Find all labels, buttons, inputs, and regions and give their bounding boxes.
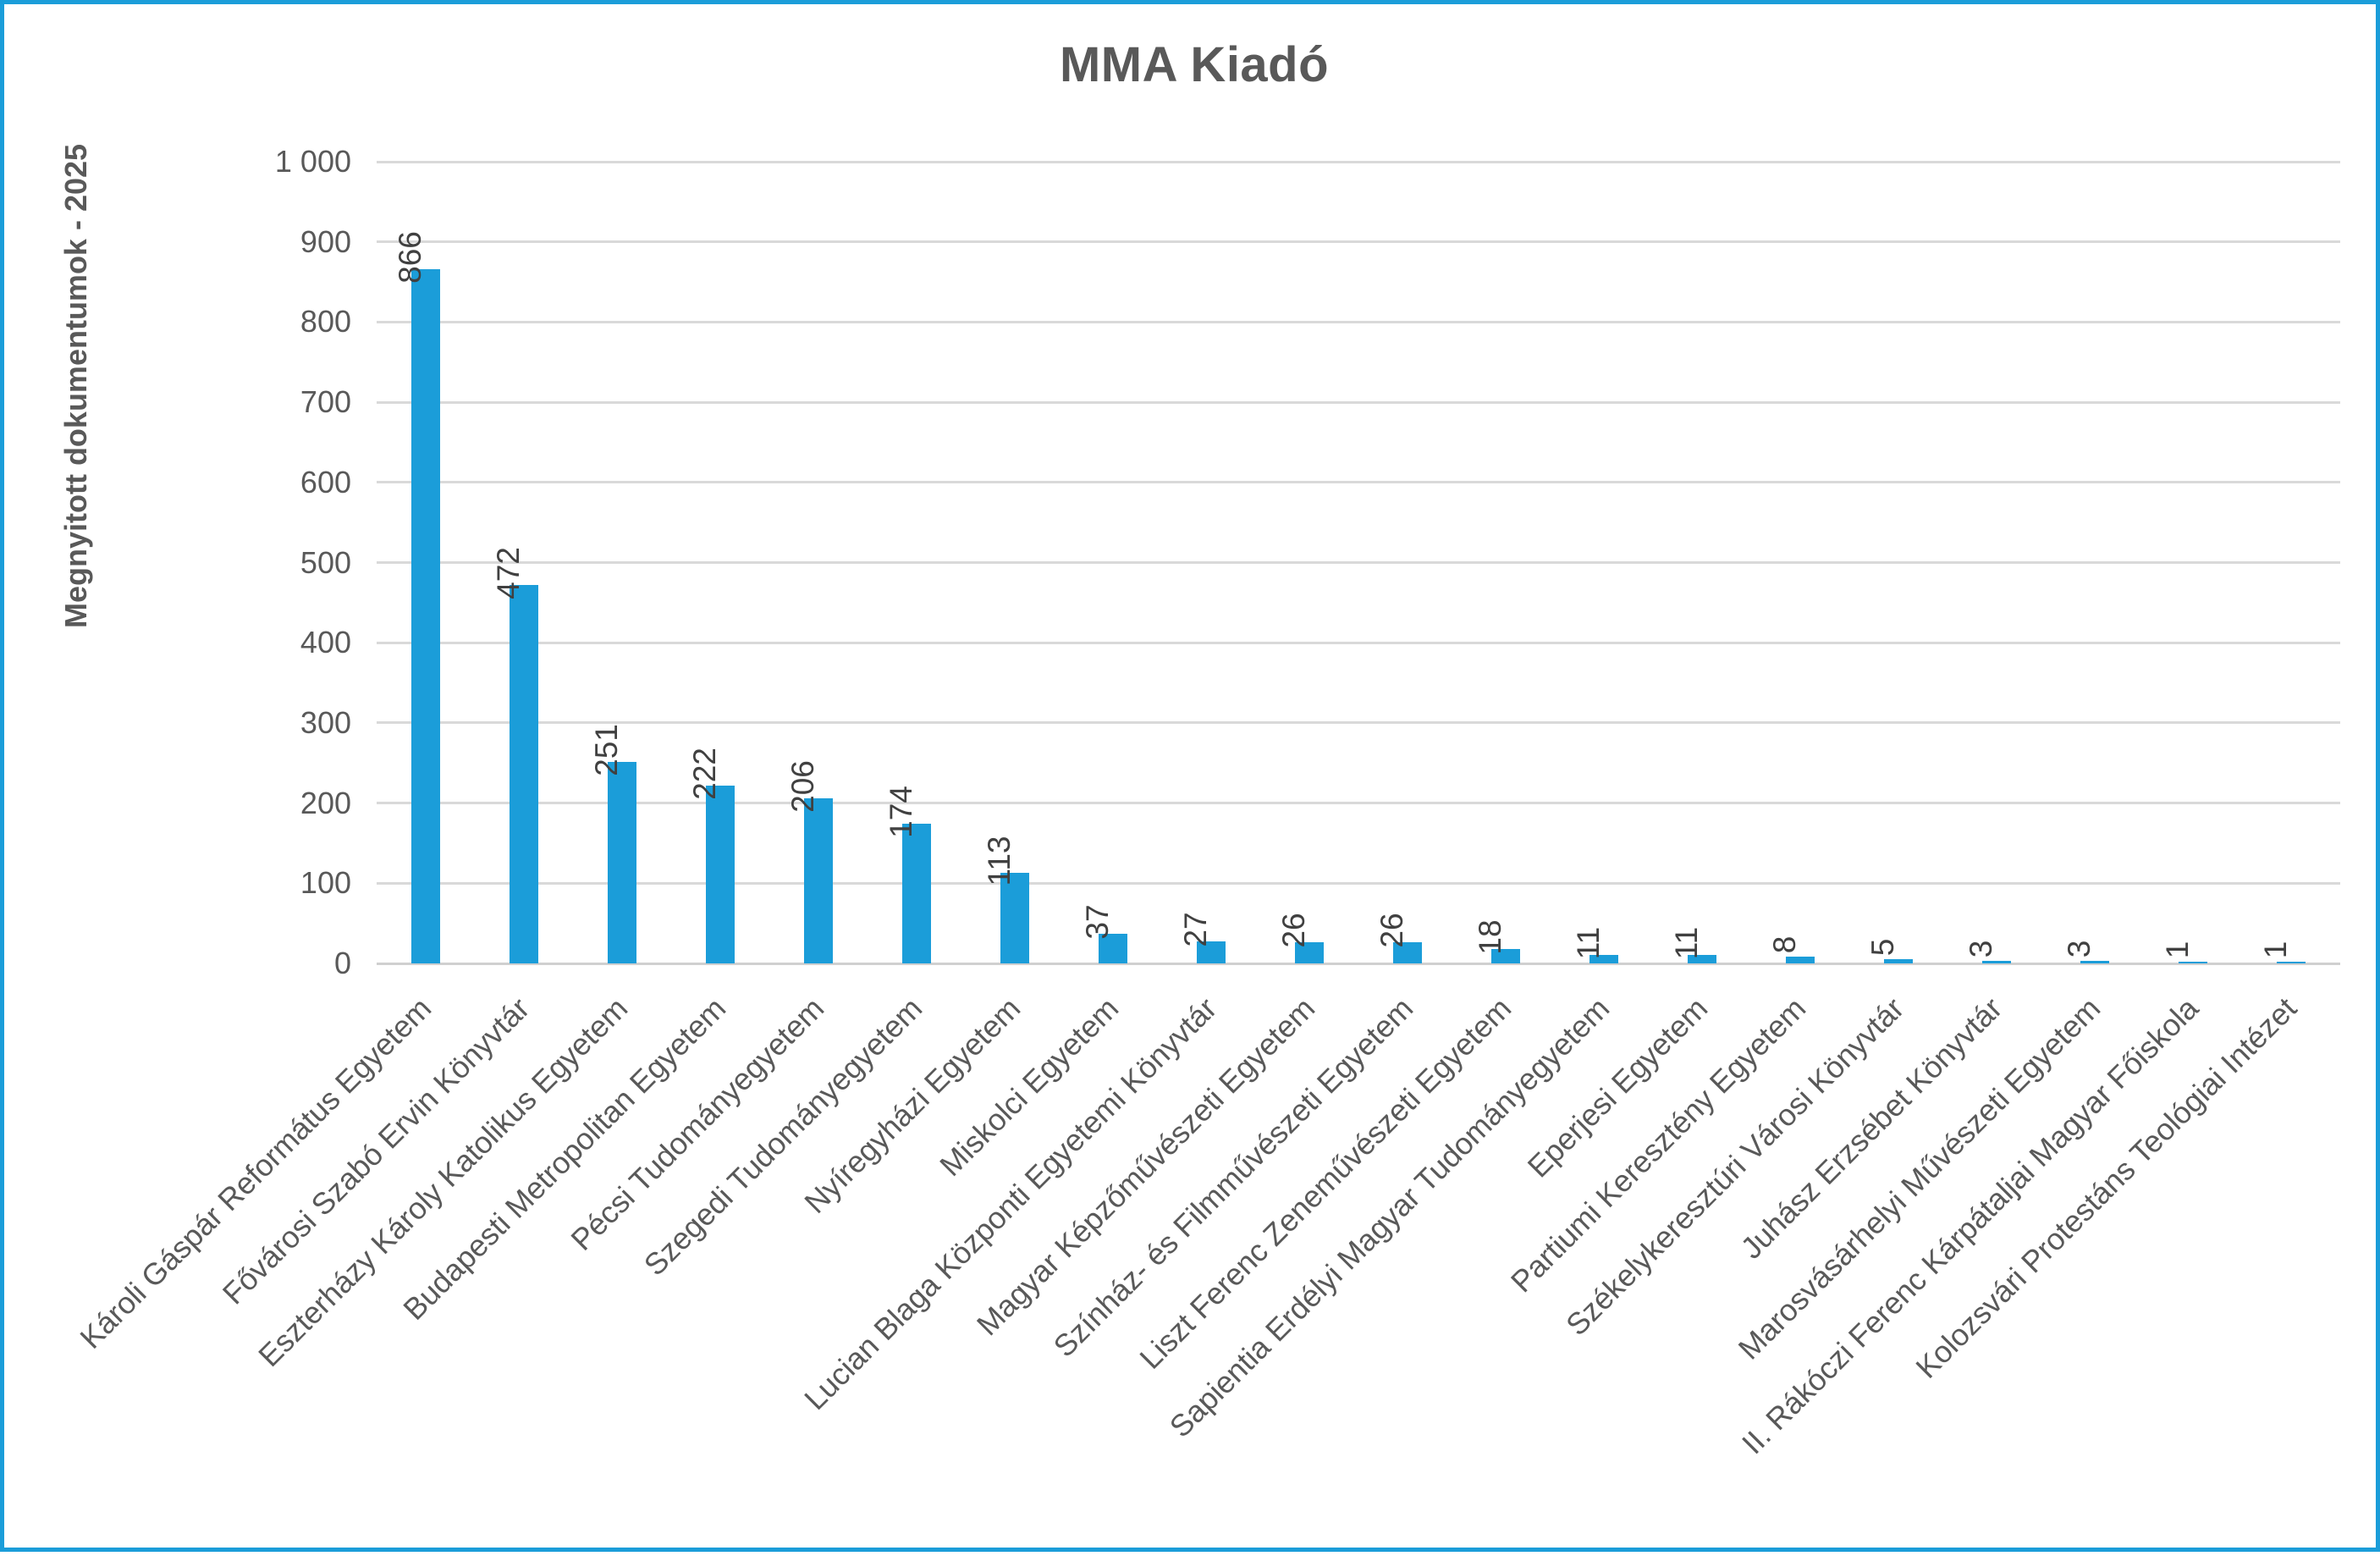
bar-value-label: 174	[884, 786, 918, 839]
bar[interactable]	[1589, 954, 1618, 963]
y-axis-tick-label: 900	[300, 223, 351, 259]
y-axis-tick-labels: 1 000 900 800 700 600 500 400 300 200 100 0	[157, 144, 351, 980]
y-axis-tick-label: 700	[300, 384, 351, 420]
bar-slot: 27	[1162, 162, 1260, 963]
bar-slot: 472	[475, 162, 573, 963]
gridline	[377, 721, 2340, 725]
y-axis-tick-label: 1 000	[274, 144, 351, 179]
gridline	[377, 881, 2340, 885]
gridline	[377, 240, 2340, 244]
y-axis-tick-label: 0	[333, 946, 351, 980]
gridline	[377, 641, 2340, 644]
bar-slot: 5	[1849, 162, 1948, 963]
y-axis-tick-label: 500	[300, 544, 351, 580]
bar-slot: 18	[1457, 162, 1555, 963]
plot-area: 866 472 251 222 206 174 113 37 27 26 26 18 11 11 8 5 3 3 1…	[377, 160, 2340, 965]
bar-value-label: 472	[491, 547, 526, 599]
bar-value-label: 113	[982, 836, 1016, 886]
bar-slot: 174	[868, 162, 966, 963]
x-axis-tick-label: II. Rákóczi Ferenc Kárpátaljai Magyar Fő…	[1734, 990, 2206, 1461]
y-axis-tick-label: 100	[300, 865, 351, 901]
x-axis-tick-label: Eszterházy Károly Katolikus Egyetem	[251, 990, 635, 1374]
bar[interactable]	[1786, 957, 1815, 963]
bar-slot: 113	[966, 162, 1064, 963]
bar[interactable]	[706, 785, 735, 963]
x-axis-tick-label: Károli Gáspár Református Egyetem	[73, 990, 438, 1355]
y-axis-tick-label: 800	[300, 304, 351, 339]
bar-value-label: 27	[1178, 912, 1213, 948]
x-axis-tick-label: Miskolci Egyetem	[933, 990, 1126, 1184]
bar-value-label: 866	[393, 231, 427, 284]
bar-slot: 206	[769, 162, 868, 963]
x-axis-tick-label: Színház- és Filmművészeti Egyetem	[1046, 990, 1420, 1364]
bar-value-label: 222	[687, 747, 722, 800]
bar-slot: 11	[1653, 162, 1751, 963]
bar-slot: 3	[2046, 162, 2144, 963]
bar[interactable]	[1491, 948, 1520, 963]
bar[interactable]	[1688, 954, 1716, 963]
bar-slot: 1	[2144, 162, 2242, 963]
bar-slot: 222	[671, 162, 769, 963]
bar-value-label: 3	[1964, 940, 1998, 958]
gridline	[377, 962, 2340, 965]
bar-value-label: 251	[589, 724, 624, 777]
gridline	[377, 802, 2340, 805]
bar[interactable]	[608, 762, 636, 963]
bar[interactable]	[2277, 962, 2306, 963]
bar-value-label: 206	[785, 760, 820, 813]
y-axis-tick-label: 400	[300, 625, 351, 660]
bar-slot: 11	[1555, 162, 1653, 963]
chart-title: MMA Kiadó	[1059, 37, 1330, 92]
bar-value-label: 3	[2062, 940, 2096, 958]
bar[interactable]	[1197, 941, 1226, 963]
bar-value-label: 8	[1767, 936, 1802, 954]
x-axis-tick-label: Marosvásárhelyi Művészeti Egyetem	[1731, 990, 2107, 1366]
x-axis-tick-label: Liszt Ferenc Zeneművészeti Egyetem	[1132, 990, 1518, 1376]
bar-value-label: 26	[1276, 913, 1311, 948]
bar-slot: 26	[1358, 162, 1457, 963]
y-axis-tick-label: 300	[300, 704, 351, 740]
gridline	[377, 320, 2340, 323]
y-axis-tick-label: 600	[300, 464, 351, 499]
bar-value-label: 26	[1375, 913, 1409, 948]
bar-slot: 37	[1064, 162, 1162, 963]
gridline	[377, 481, 2340, 484]
bar-value-label: 5	[1865, 938, 1900, 957]
bar[interactable]	[411, 268, 440, 963]
x-axis-tick-label: Eperjesi Egyetem	[1520, 990, 1715, 1184]
y-axis-tick-label: 200	[300, 785, 351, 820]
bar-value-label: 11	[1571, 926, 1606, 959]
gridline	[377, 561, 2340, 564]
bar-slot: 866	[377, 162, 475, 963]
bar-value-label: 11	[1669, 926, 1704, 959]
bar[interactable]	[1393, 942, 1422, 963]
bar-slot: 8	[1751, 162, 1849, 963]
bar[interactable]	[804, 797, 833, 963]
bar-value-label: 1	[2258, 941, 2293, 959]
bar[interactable]	[1884, 959, 1913, 963]
bar-value-label: 1	[2160, 941, 2195, 959]
y-axis-title: Megnyitott dokumentumok - 2025	[58, 143, 93, 629]
gridline	[377, 160, 2340, 163]
bar[interactable]	[510, 585, 538, 963]
bar[interactable]	[1000, 873, 1029, 963]
gridline	[377, 400, 2340, 404]
bar-value-label: 37	[1080, 904, 1115, 940]
bar[interactable]	[902, 824, 931, 963]
x-axis-tick-labels: Károli Gáspár Református Egyetem Fővárosi…	[73, 963, 2340, 1556]
bar-slot: 1	[2242, 162, 2340, 963]
bar[interactable]	[1295, 942, 1324, 963]
bar-value-label: 18	[1473, 919, 1507, 955]
bar-slot: 3	[1948, 162, 2046, 963]
bar[interactable]	[1099, 933, 1127, 963]
bar[interactable]	[2179, 962, 2207, 963]
bar-slot: 26	[1260, 162, 1358, 963]
bar[interactable]	[2080, 961, 2109, 963]
bar[interactable]	[1982, 961, 2011, 963]
bar-slot: 251	[573, 162, 671, 963]
